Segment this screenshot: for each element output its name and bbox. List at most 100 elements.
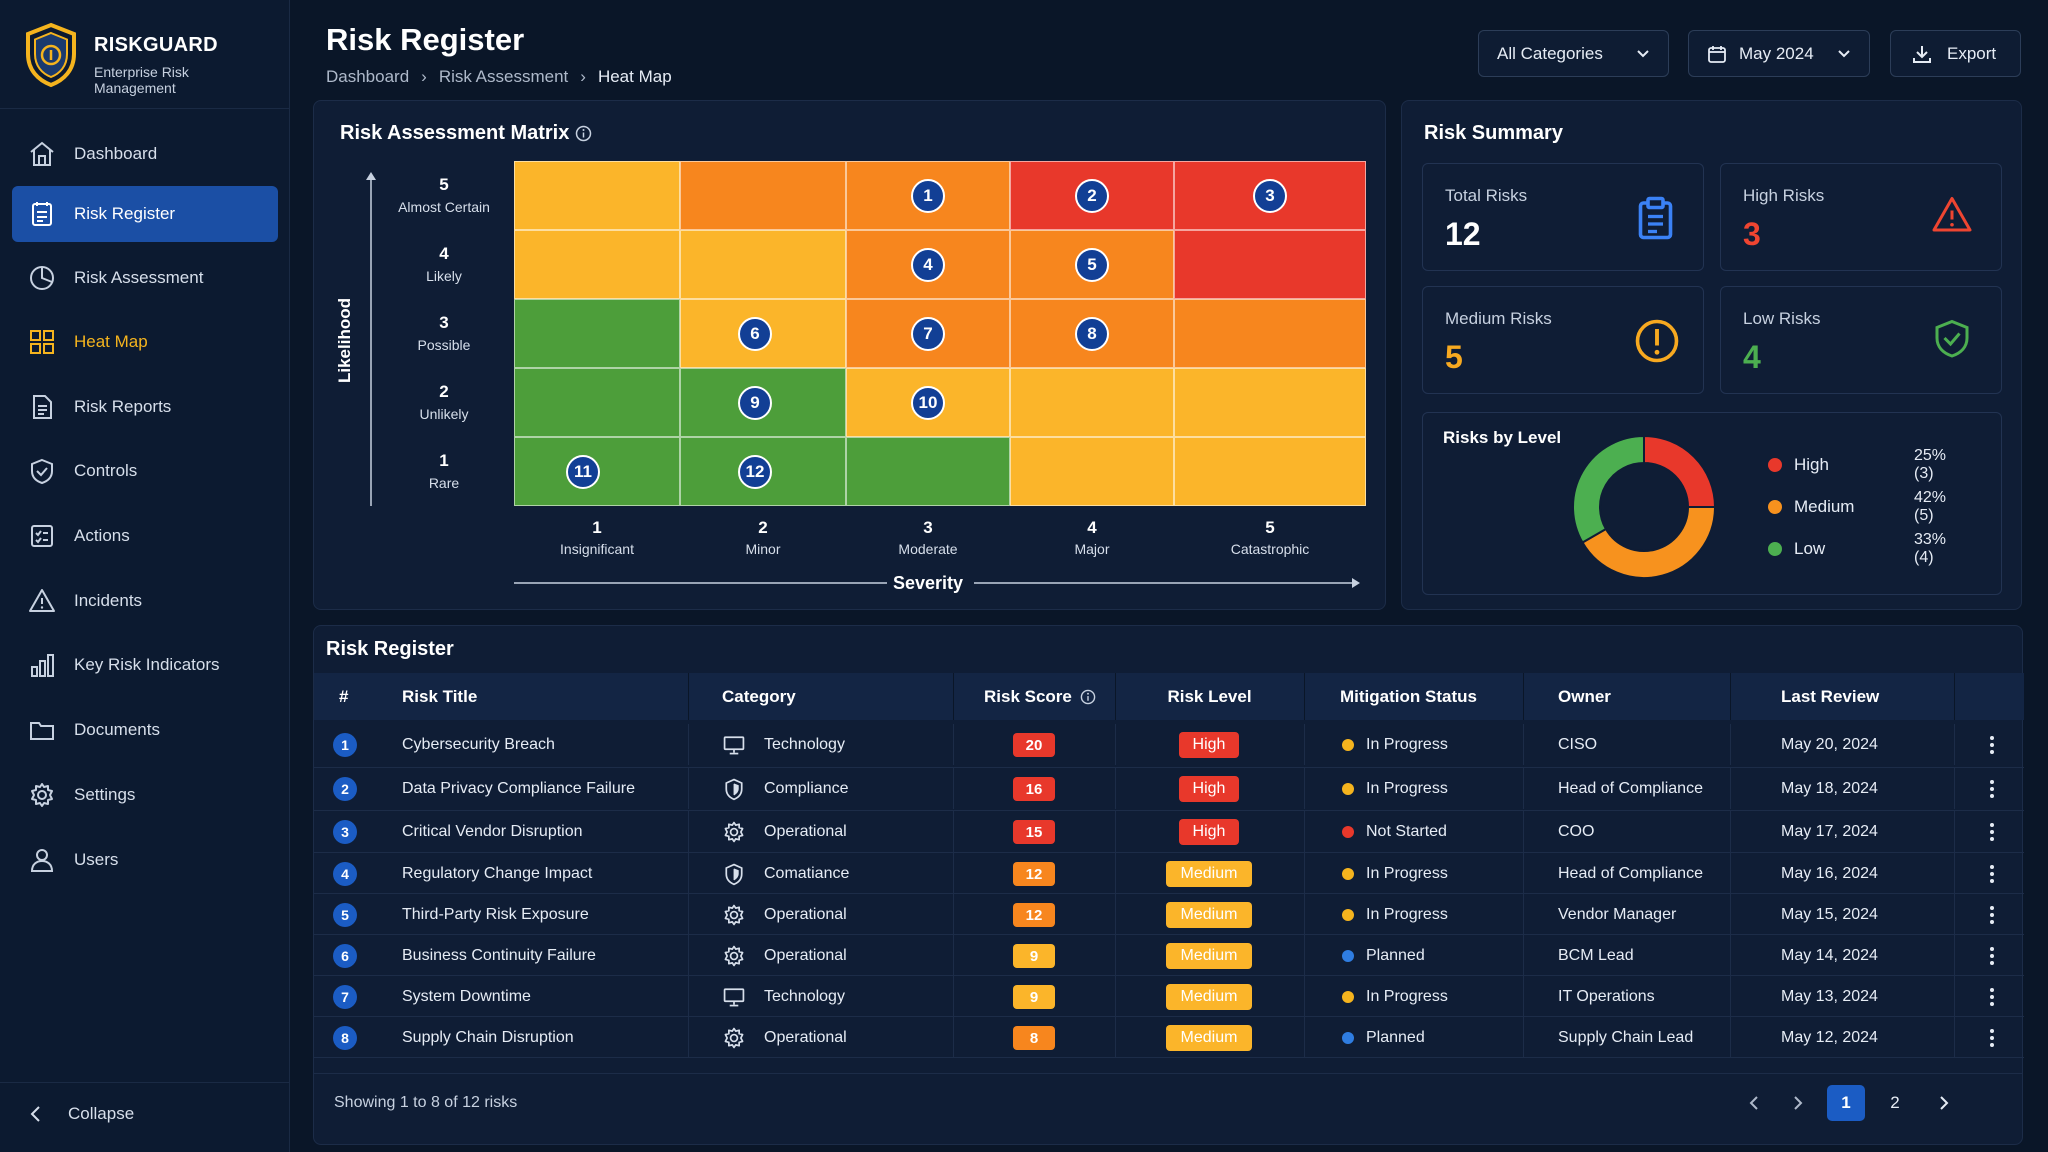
sidebar-item-documents[interactable]: Documents xyxy=(12,702,278,758)
risk-marker[interactable]: 5 xyxy=(1075,247,1109,282)
pagination-prev-button[interactable] xyxy=(1735,1085,1773,1121)
risk-title[interactable]: Supply Chain Disruption xyxy=(402,1028,574,1046)
risk-score-badge: 9 xyxy=(1013,985,1055,1009)
sidebar-item-label: Key Risk Indicators xyxy=(74,655,220,674)
info-icon[interactable] xyxy=(575,125,592,142)
table-row[interactable]: 2 Data Privacy Compliance Failure Complian… xyxy=(314,768,2024,811)
sidebar-item-label: Risk Register xyxy=(74,204,176,223)
risk-title[interactable]: Data Privacy Compliance Failure xyxy=(402,779,635,797)
breadcrumb-dashboard[interactable]: Dashboard xyxy=(326,67,410,86)
risk-title[interactable]: Critical Vendor Disruption xyxy=(402,822,583,840)
table-row[interactable]: 4 Regulatory Change Impact Comatiance 12 Med… xyxy=(314,853,2024,894)
risk-marker[interactable]: 6 xyxy=(738,316,772,351)
brand[interactable]: RISKGUARD Enterprise Risk Management xyxy=(24,22,274,96)
donut-slice-medium[interactable] xyxy=(1581,506,1717,579)
table-row[interactable]: 1 Cybersecurity Breach Technology 20 High In … xyxy=(314,724,2024,768)
sidebar-item-controls[interactable]: Controls xyxy=(12,443,278,499)
sidebar-item-heat-map[interactable]: Heat Map xyxy=(12,314,278,370)
sidebar-item-settings[interactable]: Settings xyxy=(12,767,278,823)
row-menu-icon[interactable] xyxy=(1982,862,2002,886)
column-header[interactable]: Risk Title xyxy=(402,673,477,720)
risk-title[interactable]: Regulatory Change Impact xyxy=(402,864,593,882)
high-risks-card[interactable]: High Risks 3 xyxy=(1720,163,2002,271)
row-menu-icon[interactable] xyxy=(1982,985,2002,1009)
table-row[interactable]: 3 Critical Vendor Disruption Operational 15… xyxy=(314,811,2024,853)
matrix-cell[interactable] xyxy=(680,161,846,230)
matrix-cell[interactable] xyxy=(1010,437,1174,506)
low-risks-card[interactable]: Low Risks 4 xyxy=(1720,286,2002,394)
row-menu-icon[interactable] xyxy=(1982,1026,2002,1050)
risk-marker[interactable]: 7 xyxy=(911,316,945,351)
matrix-cell[interactable] xyxy=(846,437,1010,506)
table-row[interactable]: 7 System Downtime Technology 9 Medium In Prog… xyxy=(314,976,2024,1017)
pagination-page-2[interactable]: 2 xyxy=(1890,1093,1900,1112)
matrix-cell[interactable] xyxy=(1010,368,1174,437)
pagination-next-small-button[interactable] xyxy=(1779,1085,1817,1121)
risk-marker[interactable]: 3 xyxy=(1253,178,1287,213)
table-row[interactable]: 5 Third-Party Risk Exposure Operational 12 M… xyxy=(314,894,2024,935)
risk-marker[interactable]: 4 xyxy=(911,247,945,282)
medium-risks-card[interactable]: Medium Risks 5 xyxy=(1422,286,1704,394)
column-header[interactable]: Risk Score xyxy=(984,673,1096,720)
row-menu-icon[interactable] xyxy=(1982,820,2002,844)
pagination-next-button[interactable] xyxy=(1925,1085,1963,1121)
sidebar-item-risk-register[interactable]: Risk Register xyxy=(12,186,278,242)
row-menu-icon[interactable] xyxy=(1982,733,2002,757)
matrix-cell[interactable] xyxy=(1174,299,1366,368)
export-button[interactable]: Export xyxy=(1890,30,2021,77)
risk-title[interactable]: System Downtime xyxy=(402,987,531,1005)
sidebar-item-key-risk-indicators[interactable]: Key Risk Indicators xyxy=(12,637,278,693)
risk-title[interactable]: Business Continuity Failure xyxy=(402,946,596,964)
column-header[interactable]: Mitigation Status xyxy=(1340,673,1477,720)
row-menu-icon[interactable] xyxy=(1982,944,2002,968)
chevron-right-icon xyxy=(1794,1096,1803,1110)
matrix-cell[interactable] xyxy=(514,299,680,368)
matrix-cell[interactable] xyxy=(514,368,680,437)
risk-title[interactable]: Third-Party Risk Exposure xyxy=(402,905,589,923)
risk-marker[interactable]: 11 xyxy=(566,454,600,489)
column-header[interactable]: Risk Level xyxy=(1115,673,1304,720)
column-header[interactable]: Owner xyxy=(1558,673,1611,720)
breadcrumb-risk-assessment[interactable]: Risk Assessment xyxy=(438,67,569,86)
column-header[interactable]: # xyxy=(339,673,348,720)
row-menu-icon[interactable] xyxy=(1982,903,2002,927)
risk-marker[interactable]: 1 xyxy=(911,178,945,213)
last-review-date: May 18, 2024 xyxy=(1781,779,1878,797)
home-icon xyxy=(28,140,56,168)
donut-slice-high[interactable] xyxy=(1643,434,1717,508)
matrix-cell[interactable] xyxy=(514,230,680,299)
table-row[interactable]: 6 Business Continuity Failure Operational 9… xyxy=(314,935,2024,976)
sidebar-item-incidents[interactable]: Incidents xyxy=(12,573,278,629)
x-axis-label: Severity xyxy=(892,573,964,593)
table-row[interactable]: 8 Supply Chain Disruption Operational 8 Medi… xyxy=(314,1017,2024,1058)
sidebar-item-risk-reports[interactable]: Risk Reports xyxy=(12,379,278,435)
donut-slice-low[interactable] xyxy=(1572,434,1645,544)
risk-marker[interactable]: 12 xyxy=(738,454,772,489)
sidebar-item-actions[interactable]: Actions xyxy=(12,508,278,564)
severity-tick: 4 Major xyxy=(1012,518,1172,557)
sidebar-item-risk-assessment[interactable]: Risk Assessment xyxy=(12,250,278,306)
risk-marker[interactable]: 10 xyxy=(911,385,945,420)
matrix-cell[interactable] xyxy=(514,161,680,230)
pagination-page-1[interactable]: 1 xyxy=(1827,1085,1865,1121)
shield-check-icon xyxy=(1935,319,1969,358)
matrix-cell[interactable] xyxy=(1174,230,1366,299)
last-review-date: May 16, 2024 xyxy=(1781,864,1878,882)
info-icon[interactable] xyxy=(1080,689,1096,705)
risk-marker[interactable]: 2 xyxy=(1075,178,1109,213)
matrix-cell[interactable] xyxy=(1174,368,1366,437)
date-filter-dropdown[interactable]: May 2024 xyxy=(1688,30,1870,77)
risk-title[interactable]: Cybersecurity Breach xyxy=(402,735,555,753)
row-menu-icon[interactable] xyxy=(1982,777,2002,801)
collapse-button[interactable]: Collapse xyxy=(28,1104,134,1124)
matrix-cell[interactable] xyxy=(1174,437,1366,506)
sidebar-item-dashboard[interactable]: Dashboard xyxy=(12,126,278,182)
category-filter-dropdown[interactable]: All Categories xyxy=(1478,30,1669,77)
column-header[interactable]: Last Review xyxy=(1781,673,1879,720)
risk-marker[interactable]: 9 xyxy=(738,385,772,420)
matrix-cell[interactable] xyxy=(680,230,846,299)
total-risks-card[interactable]: Total Risks 12 xyxy=(1422,163,1704,271)
risk-marker[interactable]: 8 xyxy=(1075,316,1109,351)
sidebar-item-users[interactable]: Users xyxy=(12,832,278,888)
column-header[interactable]: Category xyxy=(722,673,796,720)
